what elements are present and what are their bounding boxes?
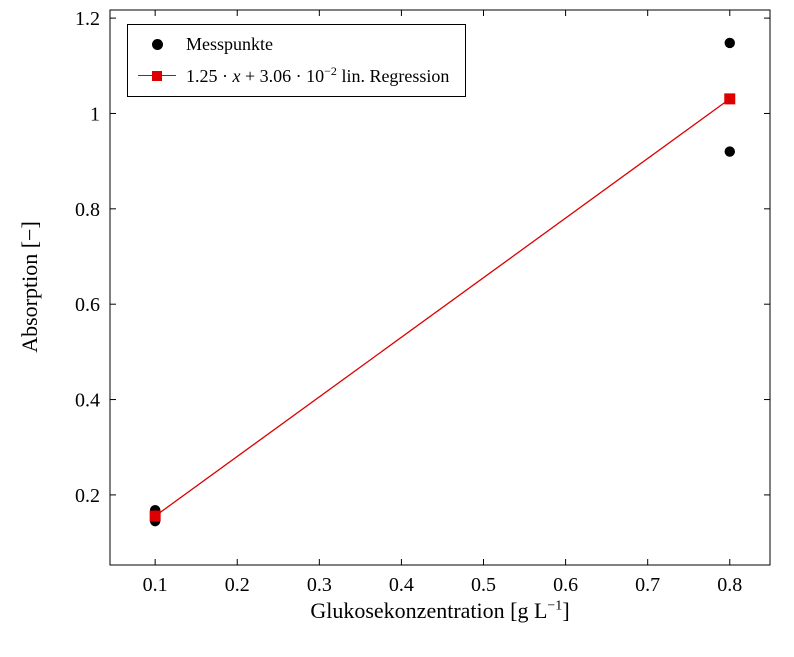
black-dot-icon	[151, 39, 163, 50]
regression-marker	[724, 93, 736, 105]
y-tick-label: 0.6	[75, 294, 100, 316]
data-point	[724, 37, 735, 49]
y-axis-label: Absorption [−]	[17, 221, 43, 353]
regression-marker	[149, 510, 161, 522]
x-axis-label-text: Glukosekonzentration [g L	[310, 598, 548, 623]
legend-label-messpunkte: Messpunkte	[186, 34, 273, 54]
regression-label-superscript: −2	[324, 64, 337, 78]
x-axis-label: Glukosekonzentration [g L−1]	[310, 598, 569, 624]
regression-label-tail: lin. Regression	[336, 66, 450, 86]
y-tick-label: 0.8	[75, 199, 100, 221]
regression-label-mid: + 3.06 · 10	[240, 66, 325, 86]
plot-frame	[109, 9, 771, 566]
legend-line-marker-icon	[138, 69, 176, 83]
x-tick-label: 0.5	[471, 574, 496, 596]
legend-circle-marker-icon	[138, 38, 176, 52]
x-axis-label-superscript: −1	[547, 598, 563, 614]
y-axis-label-text: Absorption [−]	[17, 221, 42, 353]
x-tick-label: 0.4	[389, 574, 414, 596]
x-tick-label: 0.3	[307, 574, 332, 596]
data-point	[724, 146, 735, 157]
x-tick-label: 0.6	[553, 574, 578, 596]
y-tick-label: 1.2	[75, 8, 100, 30]
regression-label-variable: x	[232, 66, 241, 86]
x-tick-label: 0.1	[143, 574, 168, 596]
x-tick-label: 0.8	[717, 574, 742, 596]
legend-entry-messpunkte: Messpunkte	[138, 34, 449, 55]
y-tick-label: 1	[90, 103, 100, 125]
legend: Messpunkte 1.25 · x + 3.06 · 10−2 lin. R…	[127, 24, 467, 97]
x-tick-label: 0.7	[635, 574, 660, 596]
red-square-icon	[152, 70, 162, 81]
legend-entry-regression: 1.25 · x + 3.06 · 10−2 lin. Regression	[138, 64, 449, 87]
x-axis-label-closing: ]	[562, 598, 570, 623]
x-tick-label: 0.2	[225, 574, 250, 596]
regression-label-pre: 1.25 ·	[186, 66, 233, 86]
legend-label-regression: 1.25 · x + 3.06 · 10−2 lin. Regression	[186, 64, 449, 87]
y-tick-label: 0.2	[75, 485, 100, 507]
regression-line	[154, 98, 731, 517]
y-tick-label: 0.4	[75, 390, 100, 412]
